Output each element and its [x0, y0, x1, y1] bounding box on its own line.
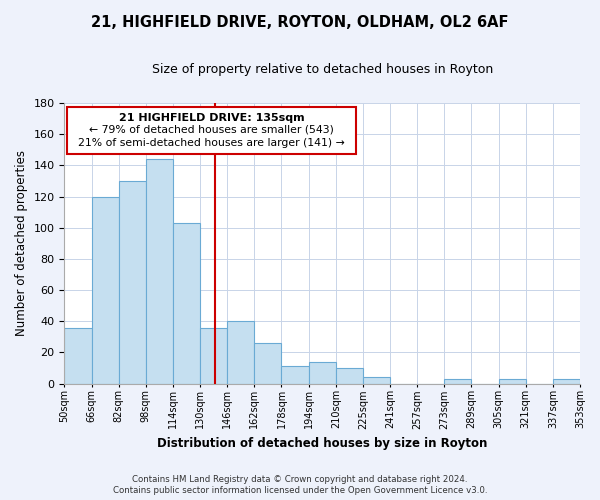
Bar	[445, 379, 472, 384]
Title: Size of property relative to detached houses in Royton: Size of property relative to detached ho…	[152, 62, 493, 76]
Text: Contains HM Land Registry data © Crown copyright and database right 2024.: Contains HM Land Registry data © Crown c…	[132, 475, 468, 484]
Bar	[363, 378, 390, 384]
Text: ← 79% of detached houses are smaller (543): ← 79% of detached houses are smaller (54…	[89, 124, 334, 134]
Bar	[254, 343, 281, 384]
Bar	[281, 366, 308, 384]
Text: 21, HIGHFIELD DRIVE, ROYTON, OLDHAM, OL2 6AF: 21, HIGHFIELD DRIVE, ROYTON, OLDHAM, OL2…	[91, 15, 509, 30]
Text: 21% of semi-detached houses are larger (141) →: 21% of semi-detached houses are larger (…	[78, 138, 345, 147]
Bar	[64, 328, 92, 384]
Bar	[499, 379, 526, 384]
X-axis label: Distribution of detached houses by size in Royton: Distribution of detached houses by size …	[157, 437, 487, 450]
Text: Contains public sector information licensed under the Open Government Licence v3: Contains public sector information licen…	[113, 486, 487, 495]
FancyBboxPatch shape	[67, 108, 356, 154]
Bar	[92, 196, 119, 384]
Bar	[227, 322, 254, 384]
Bar	[553, 379, 580, 384]
Bar	[308, 362, 336, 384]
Bar	[146, 159, 173, 384]
Bar	[336, 368, 363, 384]
Text: 21 HIGHFIELD DRIVE: 135sqm: 21 HIGHFIELD DRIVE: 135sqm	[119, 113, 304, 123]
Bar	[173, 223, 200, 384]
Y-axis label: Number of detached properties: Number of detached properties	[15, 150, 28, 336]
Bar	[119, 181, 146, 384]
Bar	[200, 328, 227, 384]
